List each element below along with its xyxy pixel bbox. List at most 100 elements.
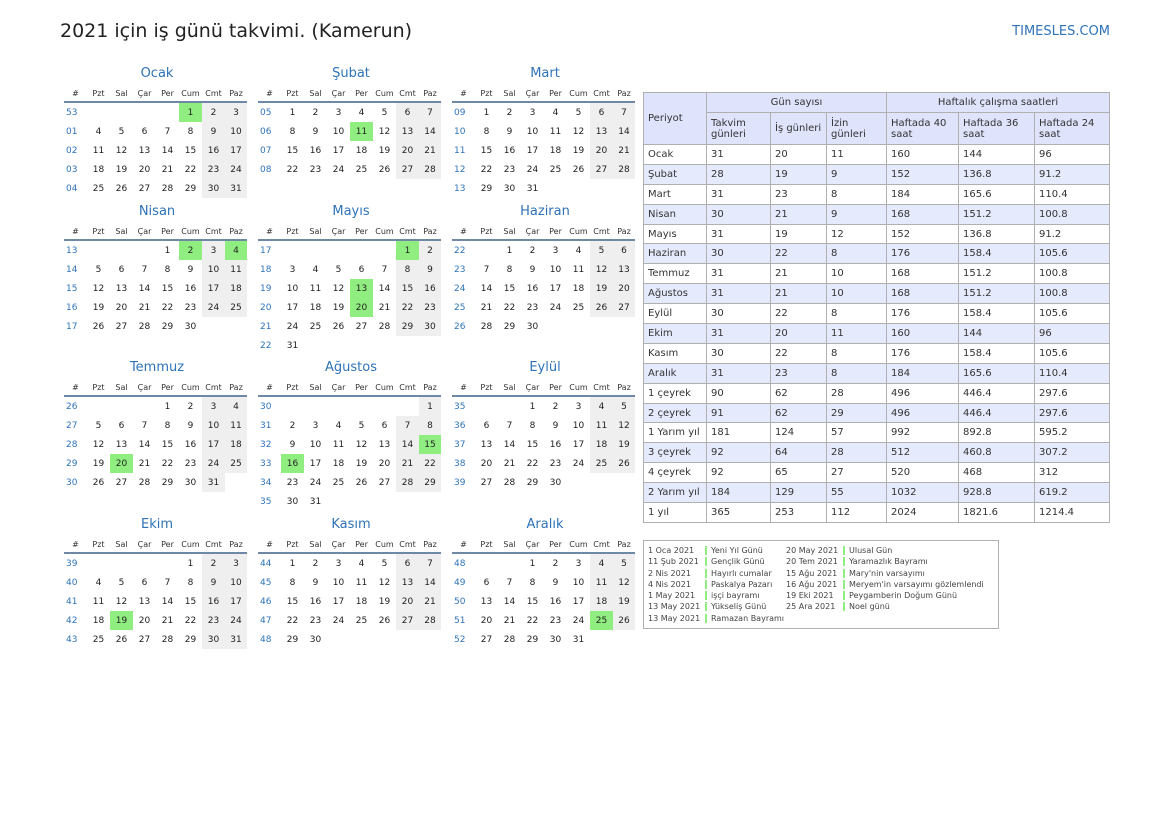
month-calendar: Eylül # Pzt Sal Çar Per Cum Cmt Paz 35 1 2 3 4 5 36 6 7 8 9… [452, 360, 638, 492]
table-row: Temmuz 31 21 10 168 151.2 100.8 [643, 263, 1110, 285]
value-cell: 8 [826, 342, 887, 364]
value-cell: 23 [770, 362, 827, 384]
period-cell: Temmuz [643, 263, 707, 285]
day-cell [475, 553, 498, 573]
day-header: Pzt [281, 85, 304, 103]
day-cell: 13 [350, 279, 373, 298]
day-cell: 17 [332, 145, 345, 156]
value-cell: 8 [826, 362, 887, 384]
day-cell: 9 [506, 126, 513, 137]
week-row: 49 6 7 8 9 10 11 12 [452, 573, 635, 592]
holiday-marker [843, 546, 845, 555]
day-header: Cmt [590, 223, 613, 241]
holiday-date: 19 Eki 2021 [786, 591, 834, 601]
week-number: 39 [66, 558, 78, 569]
day-cell: 7 [381, 264, 388, 275]
day-header: Per [544, 536, 567, 554]
day-header: Pzt [281, 223, 304, 241]
day-header: Paz [613, 536, 635, 554]
day-header: # [452, 536, 475, 554]
day-cell: 25 [355, 164, 368, 175]
day-cell: 25 [590, 611, 613, 630]
site-link[interactable]: TIMESLES.COM [1012, 24, 1110, 39]
day-cell: 17 [309, 458, 322, 469]
holiday-marker [705, 613, 707, 623]
day-cell: 11 [225, 416, 247, 435]
day-cell: 5 [381, 107, 388, 118]
day-header: Per [544, 85, 567, 103]
day-cell: 20 [138, 164, 151, 175]
day-cell: 15 [526, 439, 539, 450]
value-cell: 28 [706, 163, 771, 185]
day-cell: 16 [281, 454, 304, 473]
day-cell: 23 [184, 458, 197, 469]
day-header: Cum [179, 85, 202, 103]
day-cell: 25 [590, 454, 613, 473]
holiday-item: 25 Ara 2021 Noel günü [786, 601, 991, 612]
week-number: 28 [66, 439, 78, 450]
week-number: 41 [66, 596, 78, 607]
week-row: 51 20 21 22 23 24 25 26 [452, 611, 635, 630]
week-number: 18 [260, 264, 272, 275]
day-cell: 17 [225, 592, 247, 611]
holiday-date: 13 May 2021 [648, 602, 701, 612]
day-cell [498, 396, 521, 416]
week-row: 48 29 30 [258, 630, 441, 649]
week-row: 04 25 26 27 28 29 30 31 [64, 179, 247, 198]
column-header: Haftada 24 saat [1034, 112, 1110, 145]
day-cell: 30 [549, 634, 562, 645]
holiday-date: 16 Ağu 2021 [786, 579, 838, 589]
value-cell: 20 [770, 323, 827, 344]
day-cell: 27 [396, 611, 419, 630]
value-cell: 62 [770, 382, 827, 404]
day-header: Paz [419, 85, 441, 103]
day-header: Pzt [475, 85, 498, 103]
value-cell: 152 [886, 163, 959, 185]
day-cell: 14 [480, 283, 493, 294]
day-cell: 5 [613, 396, 635, 416]
day-cell: 16 [184, 439, 197, 450]
day-cell: 4 [225, 240, 247, 260]
day-cell: 26 [92, 321, 105, 332]
month-calendar: Ekim # Pzt Sal Çar Per Cum Cmt Paz 39 1 2 3 40 4 5 6 7 8 9 1… [64, 517, 250, 649]
day-cell: 20 [480, 458, 493, 469]
holiday-item: 15 Ağu 2021 Mary'nin varsayımı [786, 568, 991, 579]
day-cell: 28 [503, 634, 516, 645]
value-cell: 1214.4 [1034, 502, 1110, 523]
day-cell [396, 630, 419, 649]
day-cell: 8 [164, 264, 171, 275]
holiday-date: 20 Tem 2021 [786, 557, 838, 567]
day-header: Per [156, 379, 179, 397]
day-cell: 2 [529, 245, 536, 256]
column-header: İzin günleri [826, 112, 887, 145]
value-cell: 21 [770, 203, 827, 225]
week-number: 01 [66, 126, 78, 137]
holiday-marker [843, 602, 845, 612]
day-cell: 4 [590, 396, 613, 416]
week-number: 30 [260, 401, 272, 412]
day-header: Paz [225, 223, 247, 241]
value-cell: 892.8 [958, 422, 1035, 444]
day-cell [590, 630, 613, 649]
day-cell: 4 [95, 126, 102, 137]
holiday-date: 15 Ağu 2021 [786, 568, 838, 578]
day-cell [373, 336, 396, 355]
day-header: Per [350, 536, 373, 554]
day-cell: 10 [572, 577, 585, 588]
day-cell: 20 [115, 302, 128, 313]
day-cell: 1 [396, 240, 419, 260]
week-row: 10 8 9 10 11 12 13 14 [452, 122, 635, 141]
week-row: 05 1 2 3 4 5 6 7 [258, 102, 441, 122]
table-row: 3 çeyrek 92 64 28 512 460.8 307.2 [643, 442, 1110, 464]
day-header: Cum [179, 536, 202, 554]
table-row: Ağustos 31 21 10 168 151.2 100.8 [643, 283, 1110, 305]
day-cell: 9 [187, 264, 194, 275]
day-header: Cum [179, 223, 202, 241]
week-number: 22 [454, 245, 466, 256]
holiday-marker [843, 568, 845, 578]
day-cell: 3 [202, 240, 225, 260]
holiday-name: Yükseliş Günü [711, 602, 767, 612]
day-cell: 10 [225, 122, 247, 141]
day-cell: 17 [202, 279, 225, 298]
value-cell: 55 [826, 482, 887, 504]
